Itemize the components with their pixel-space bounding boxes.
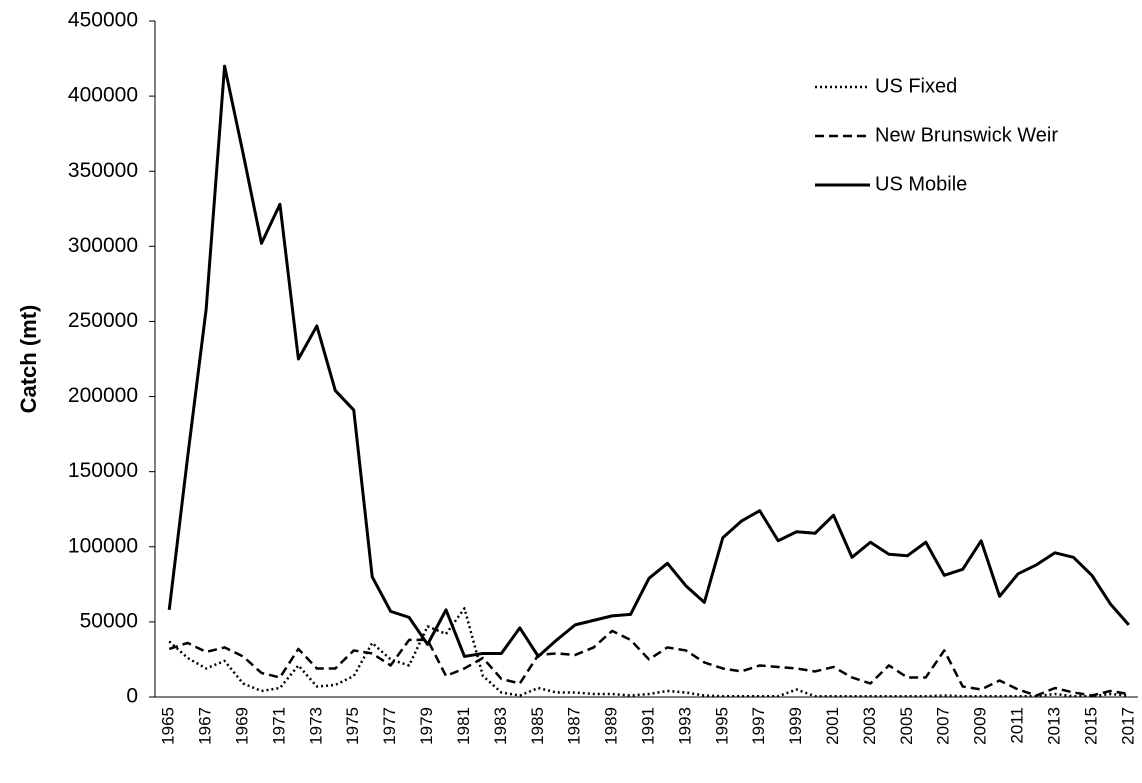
x-tick-label: 1985 (528, 707, 547, 745)
y-tick-label: 150000 (68, 459, 138, 482)
x-tick-label: 1979 (417, 707, 436, 745)
x-tick-label: 1965 (159, 707, 178, 745)
y-tick-label: 0 (126, 685, 138, 708)
x-tick-label: 1975 (343, 707, 362, 745)
y-tick-label: 250000 (68, 309, 138, 332)
x-tick-label: 2011 (1008, 707, 1027, 744)
x-tick-label: 1989 (602, 707, 621, 745)
x-tick-label: 1987 (565, 707, 584, 745)
x-tick-label: 2001 (823, 707, 842, 745)
line-series (168, 629, 1129, 697)
legend-label: US Mobile (875, 173, 967, 195)
x-tick-label: 1983 (491, 707, 510, 745)
x-tick-label: 2015 (1081, 707, 1100, 745)
line-series (168, 607, 1129, 698)
x-tick-label: 1999 (786, 707, 805, 745)
y-tick-label: 100000 (68, 534, 138, 557)
y-tick-label: 300000 (68, 234, 138, 257)
x-tick-label: 2013 (1044, 707, 1063, 745)
y-tick-label: 450000 (68, 9, 138, 32)
y-tick-label: 50000 (80, 609, 138, 632)
legend-label: New Brunswick Weir (875, 124, 1058, 146)
x-tick-label: 1967 (196, 707, 215, 745)
x-tick-label: 2005 (897, 707, 916, 745)
x-tick-label: 2003 (860, 707, 879, 745)
legend-label: US Fixed (875, 75, 957, 97)
x-tick-label: 1971 (269, 707, 288, 745)
x-tick-label: 2007 (934, 707, 953, 745)
x-tick-label: 1997 (749, 707, 768, 745)
line-series (167, 64, 1130, 658)
y-tick-label: 400000 (68, 84, 138, 107)
y-tick-label: 350000 (68, 159, 138, 182)
x-tick-label: 2009 (971, 707, 990, 745)
x-tick-label: 1977 (380, 707, 399, 745)
y-axis-label: Catch (mt) (16, 305, 41, 414)
x-tick-label: 1973 (306, 707, 325, 745)
x-tick-label: 1969 (233, 707, 252, 745)
x-tick-label: 1995 (712, 707, 731, 745)
x-tick-label: 1993 (675, 707, 694, 745)
x-tick-label: 1991 (638, 707, 657, 745)
y-tick-label: 200000 (68, 384, 138, 407)
x-tick-label: 1981 (454, 707, 473, 745)
x-tick-label: 2017 (1118, 707, 1137, 745)
